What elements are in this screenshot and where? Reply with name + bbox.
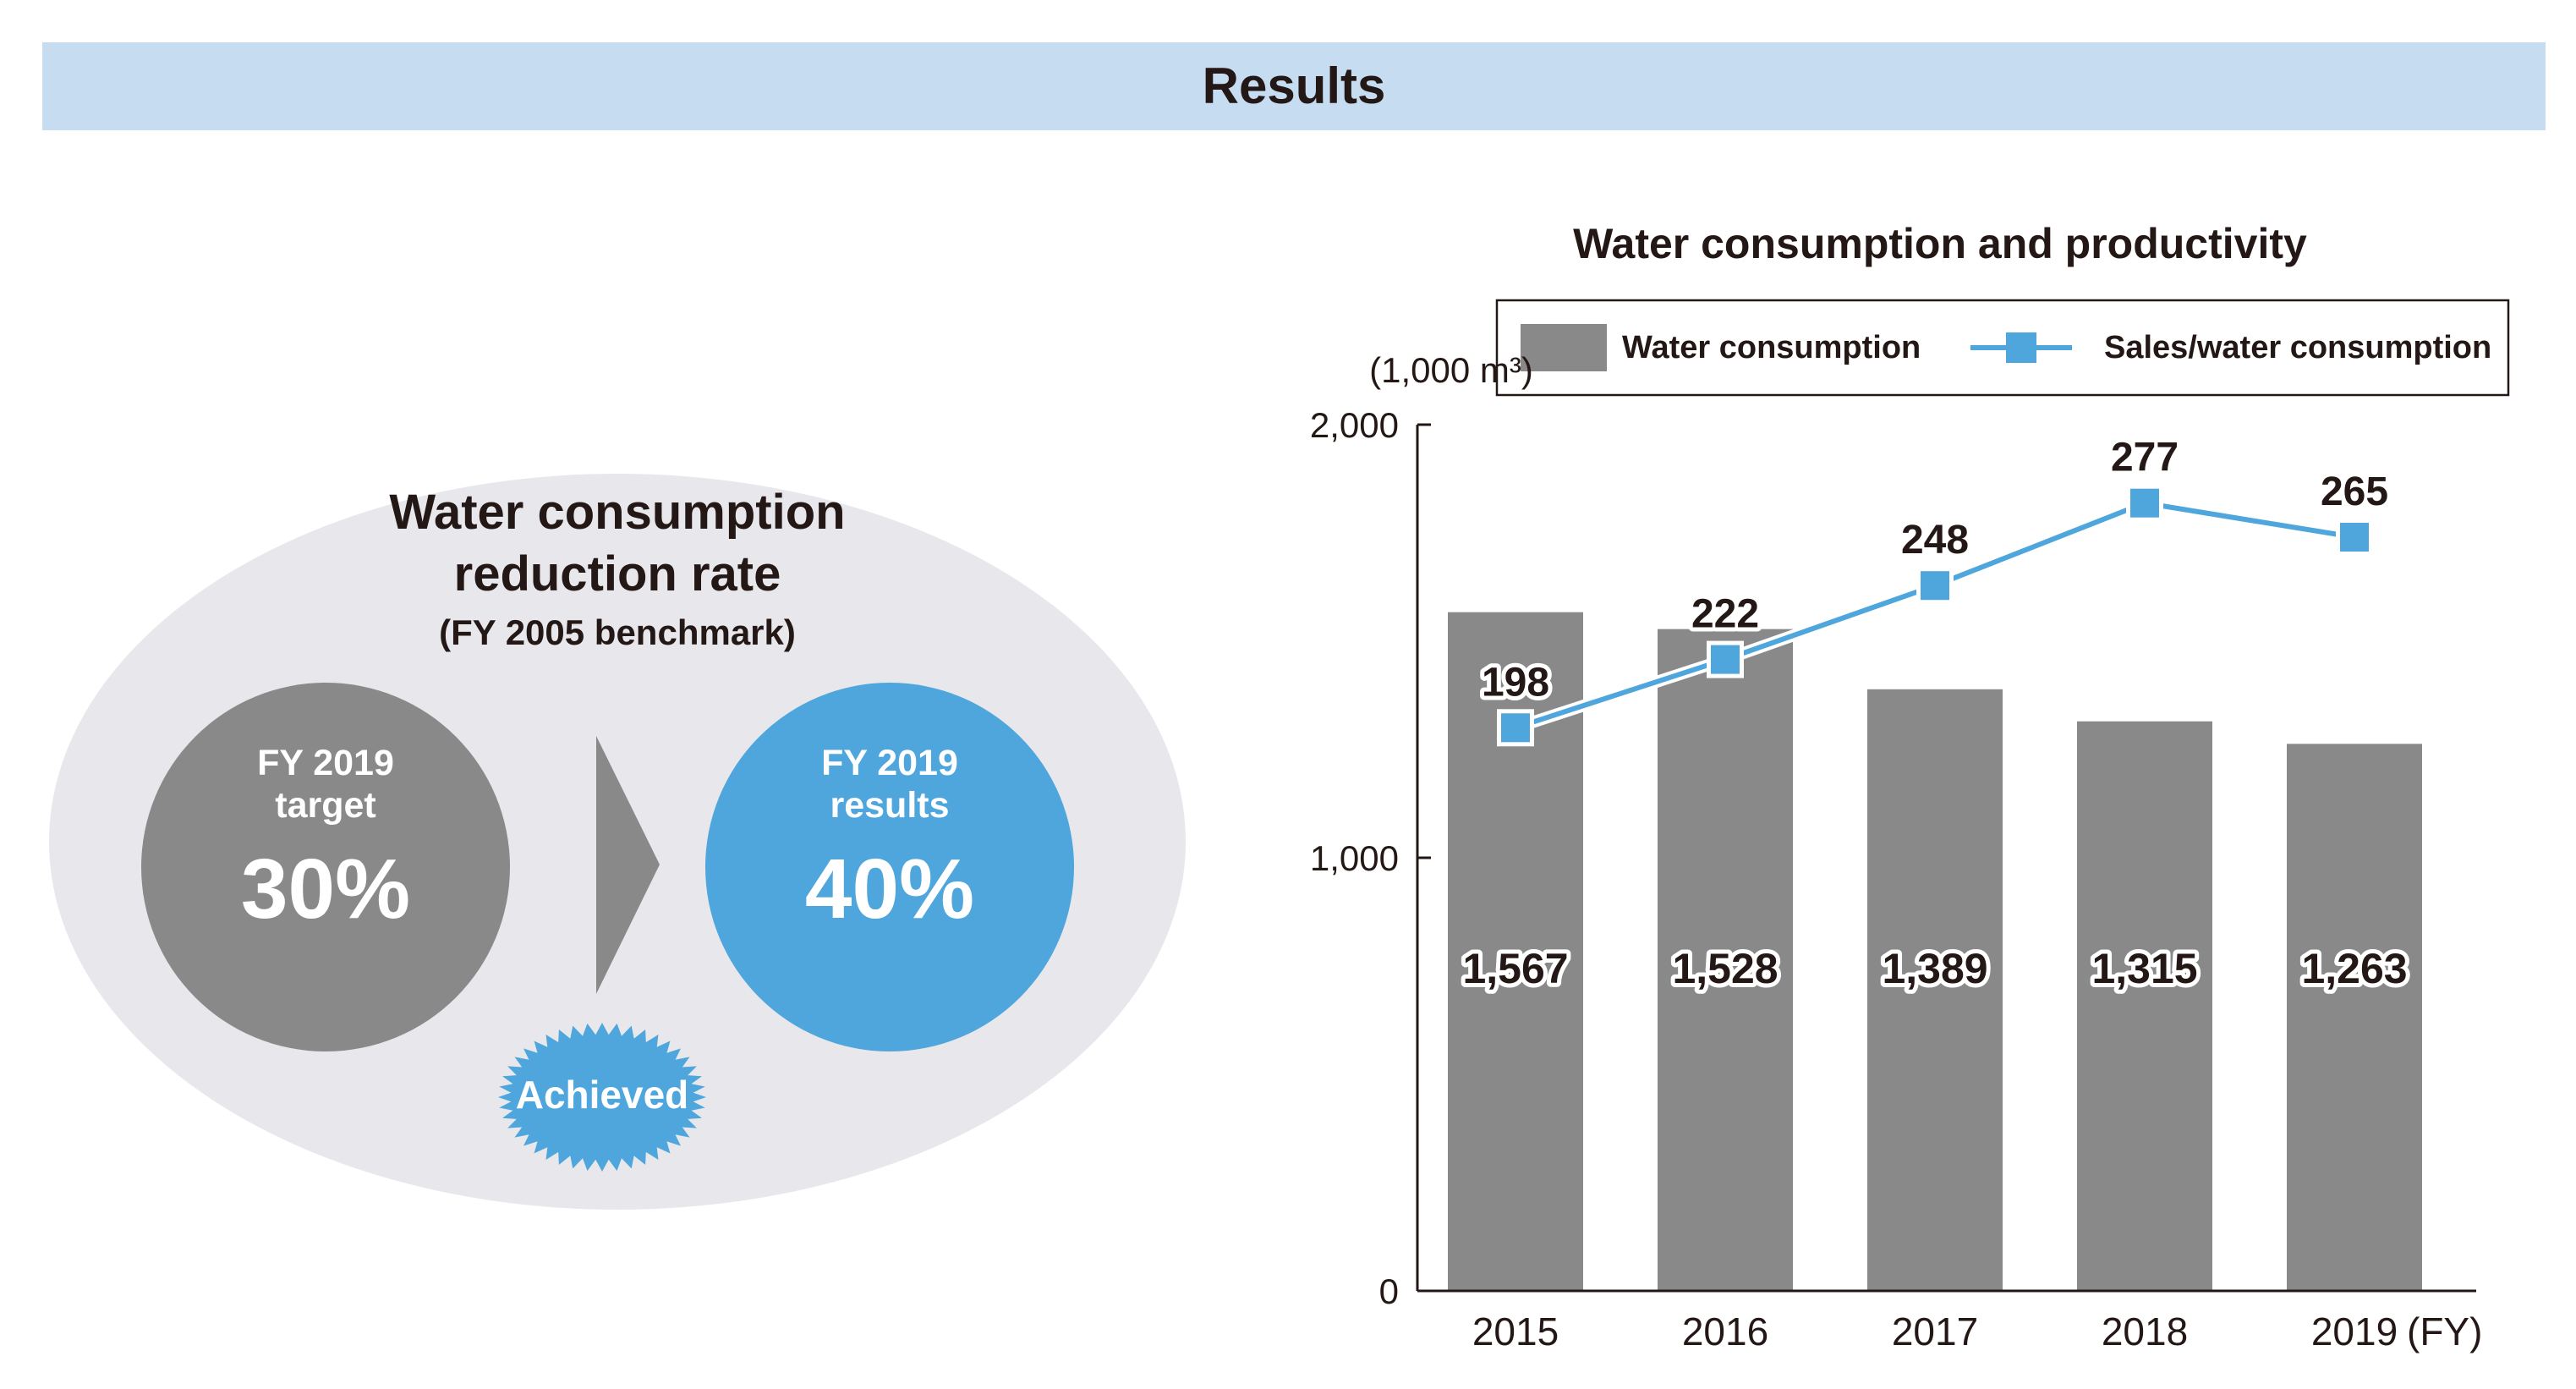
line-marker-2015 <box>1501 713 1530 743</box>
benchmark-label: (FY 2005 benchmark) <box>439 612 796 652</box>
bar-2016 <box>1658 629 1793 1291</box>
x-axis-unit: (FY) <box>2407 1309 2482 1353</box>
line-data-label: 265 <box>2321 469 2388 514</box>
infographic-title-line2: reduction rate <box>454 546 781 601</box>
x-tick-label: 2016 <box>1682 1309 1768 1353</box>
legend-label-sales-water: Sales/water consumption <box>2104 330 2491 365</box>
results-circle <box>705 683 1074 1051</box>
reduction-rate-infographic: Water consumption reduction rate (FY 200… <box>49 474 1186 1210</box>
x-tick-label: 2018 <box>2102 1309 2188 1353</box>
results-label-line1: FY 2019 <box>821 743 958 783</box>
y-tick-label: 1,000 <box>1310 838 1399 878</box>
legend-swatch-bar <box>1521 324 1607 371</box>
achieved-badge-burst-icon <box>498 1023 706 1172</box>
line-marker-2019 <box>2340 523 2369 552</box>
results-value: 40% <box>805 842 974 936</box>
header-bar: Results <box>42 42 2546 130</box>
line-marker-2016 <box>1711 645 1740 674</box>
x-tick-label: 2017 <box>1892 1309 1978 1353</box>
legend-label-water-consumption: Water consumption <box>1622 330 1921 365</box>
legend-marker-square <box>2006 332 2036 363</box>
line-marker-2017 <box>1921 571 1949 601</box>
target-value: 30% <box>241 842 410 936</box>
bar-data-label: 1,389 <box>1882 945 1987 992</box>
y-tick-label: 0 <box>1379 1271 1399 1311</box>
page-title: Results <box>1202 58 1386 114</box>
line-data-label: 277 <box>2111 436 2179 480</box>
bar-2019 <box>2287 744 2422 1291</box>
arrow-right-icon <box>596 736 660 994</box>
bar-data-label: 1,528 <box>1672 945 1778 992</box>
water-consumption-chart: Water consumption and productivity Water … <box>1310 220 2510 1353</box>
bar-data-label: 1,567 <box>1462 945 1568 992</box>
line-data-label: 222 <box>1691 592 1759 637</box>
bar-data-label: 1,263 <box>2301 945 2407 992</box>
y-tick-label: 2,000 <box>1310 405 1399 445</box>
line-data-label: 198 <box>1482 660 1549 705</box>
bar-data-label: 1,315 <box>2091 945 2197 992</box>
target-circle <box>141 683 510 1051</box>
target-label-line2: target <box>275 785 375 826</box>
bar-2018 <box>2077 721 2212 1291</box>
infographic-title-line1: Water consumption <box>389 485 845 540</box>
line-marker-2018 <box>2130 488 2159 518</box>
target-label-line1: FY 2019 <box>257 743 394 783</box>
bar-2017 <box>1867 689 2003 1291</box>
achieved-badge-label: Achieved <box>516 1073 689 1117</box>
results-label-line2: results <box>830 785 949 826</box>
x-tick-label: 2015 <box>1472 1309 1559 1353</box>
x-tick-label: 2019 <box>2311 1309 2398 1353</box>
y-axis-unit: (1,000 m³) <box>1369 350 1533 390</box>
chart-title: Water consumption and productivity <box>1573 220 2307 267</box>
line-data-label: 248 <box>1901 518 1969 563</box>
